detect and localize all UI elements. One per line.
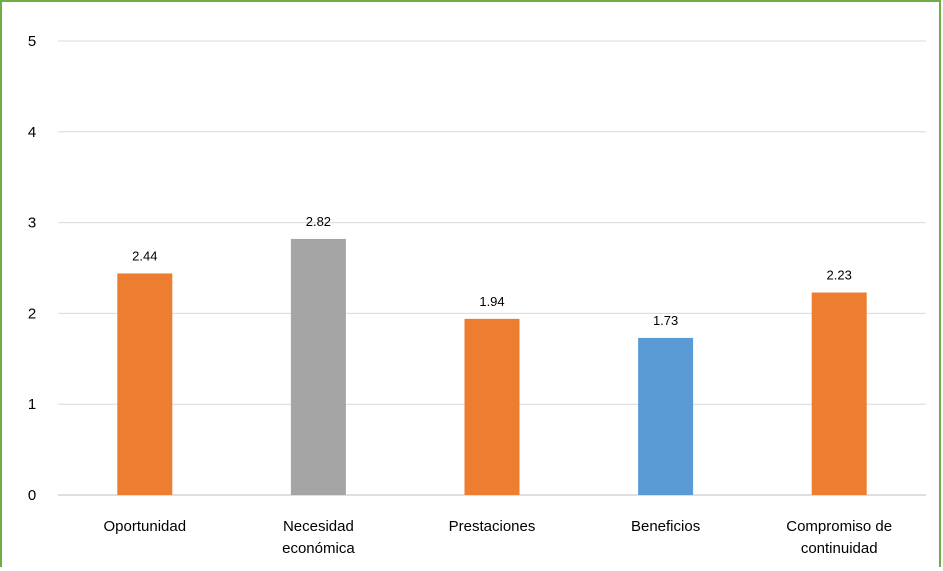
data-label: 1.73 [653,313,678,328]
category-label: Oportunidad [104,518,187,535]
y-axis-ticks: 0 1 2 3 4 5 [28,33,36,504]
category-label: Necesidad [283,518,354,535]
bar [290,238,346,495]
category-label: Prestaciones [449,518,536,535]
y-tick-label: 5 [28,33,36,50]
bar [638,337,694,495]
y-tick-label: 1 [28,396,36,413]
bars [117,238,867,495]
data-label: 2.82 [306,214,331,229]
bar [117,273,173,495]
category-label: económica [282,540,355,557]
bar [811,292,867,495]
y-tick-label: 3 [28,215,36,232]
category-label: continuidad [801,540,878,557]
y-tick-label: 4 [28,124,36,141]
y-tick-label: 2 [28,305,36,322]
x-axis-categories: Oportunidad Necesidad económica Prestacione… [104,518,893,557]
category-label: Beneficios [631,518,700,535]
data-label: 2.44 [132,248,157,263]
category-label: Compromiso de [786,518,892,535]
y-tick-label: 0 [28,487,36,504]
data-labels: 2.44 2.82 1.94 1.73 2.23 [132,214,852,328]
data-label: 2.23 [827,268,852,283]
data-label: 1.94 [479,294,504,309]
bar [464,318,520,495]
